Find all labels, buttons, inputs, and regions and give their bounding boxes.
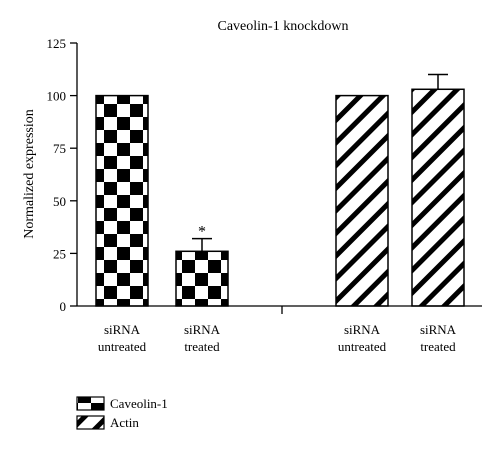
annotations: * — [198, 224, 206, 241]
bar — [175, 250, 229, 307]
y-axis-label: Normalized expression — [22, 109, 37, 238]
x-tick-label-line2: untreated — [98, 339, 147, 354]
bars — [95, 88, 465, 307]
x-tick-label-line2: treated — [420, 339, 456, 354]
significance-marker: * — [198, 224, 206, 241]
chart-title: Caveolin-1 knockdown — [217, 19, 348, 34]
legend-swatch — [76, 415, 105, 430]
bar — [411, 88, 465, 307]
legend: Caveolin-1 Actin — [76, 396, 168, 430]
bar — [335, 94, 389, 307]
legend-swatch — [76, 396, 105, 411]
x-tick-label-line1: siRNA — [184, 322, 221, 337]
y-tick-label: 100 — [47, 89, 67, 104]
error-bars — [192, 73, 448, 252]
y-tick-label: 0 — [60, 299, 67, 314]
y-tick-label: 75 — [53, 141, 66, 156]
x-tick-labels: siRNA untreated siRNA treated siRNA untreated… — [98, 322, 457, 354]
x-tick-label-line2: treated — [184, 339, 220, 354]
legend-label: Actin — [110, 415, 139, 430]
x-tick-label-line1: siRNA — [420, 322, 457, 337]
y-tick-label: 125 — [47, 36, 67, 51]
y-axis: 0 25 50 75 100 125 — [47, 36, 78, 314]
legend-label: Caveolin-1 — [110, 396, 168, 411]
y-ticks: 0 25 50 75 100 125 — [47, 36, 77, 314]
y-tick-label: 25 — [53, 246, 66, 261]
x-tick-label-line1: siRNA — [344, 322, 381, 337]
x-tick-label-line2: untreated — [338, 339, 387, 354]
bar — [95, 94, 149, 307]
y-tick-label: 50 — [53, 194, 66, 209]
x-tick-label-line1: siRNA — [104, 322, 141, 337]
